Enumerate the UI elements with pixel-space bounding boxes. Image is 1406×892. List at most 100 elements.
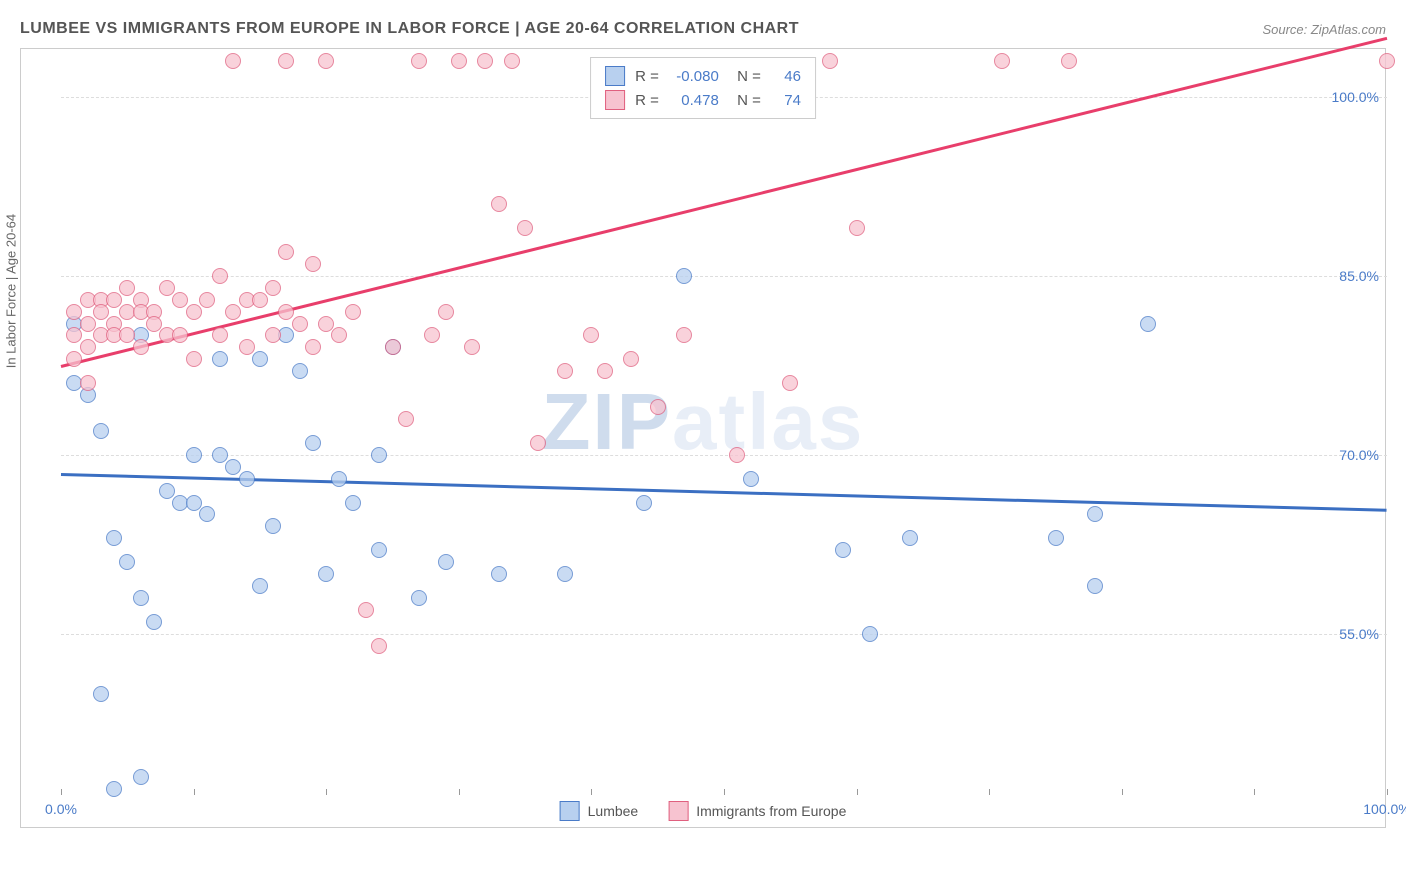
r-label: R = — [635, 68, 659, 85]
scatter-point — [331, 471, 347, 487]
x-tick-mark — [724, 789, 725, 795]
scatter-point — [597, 363, 613, 379]
scatter-point — [371, 638, 387, 654]
scatter-point — [80, 375, 96, 391]
bottom-legend: Lumbee Immigrants from Europe — [560, 801, 847, 821]
scatter-point — [676, 327, 692, 343]
scatter-point — [1061, 53, 1077, 69]
scatter-point — [212, 268, 228, 284]
scatter-point — [146, 614, 162, 630]
scatter-point — [265, 280, 281, 296]
x-tick-mark — [61, 789, 62, 795]
scatter-point — [477, 53, 493, 69]
scatter-point — [186, 304, 202, 320]
scatter-point — [862, 626, 878, 642]
x-tick-mark — [459, 789, 460, 795]
scatter-point — [172, 292, 188, 308]
scatter-point — [212, 447, 228, 463]
scatter-point — [225, 459, 241, 475]
scatter-point — [106, 781, 122, 797]
scatter-point — [66, 327, 82, 343]
scatter-point — [186, 495, 202, 511]
r-value: 0.478 — [669, 92, 719, 109]
scatter-point — [199, 292, 215, 308]
scatter-point — [822, 53, 838, 69]
scatter-point — [385, 339, 401, 355]
r-value: -0.080 — [669, 68, 719, 85]
plot-region: 55.0%70.0%85.0%100.0%0.0%100.0% — [61, 49, 1387, 789]
x-tick-mark — [1387, 789, 1388, 795]
scatter-point — [902, 530, 918, 546]
scatter-point — [239, 471, 255, 487]
scatter-point — [80, 316, 96, 332]
scatter-point — [212, 327, 228, 343]
scatter-point — [411, 590, 427, 606]
scatter-point — [80, 339, 96, 355]
scatter-point — [1087, 578, 1103, 594]
scatter-point — [252, 351, 268, 367]
scatter-point — [278, 53, 294, 69]
scatter-point — [676, 268, 692, 284]
scatter-point — [292, 363, 308, 379]
scatter-point — [278, 304, 294, 320]
x-tick-mark — [194, 789, 195, 795]
scatter-point — [305, 435, 321, 451]
scatter-point — [636, 495, 652, 511]
scatter-point — [212, 351, 228, 367]
scatter-point — [371, 542, 387, 558]
y-tick-label: 100.0% — [1332, 89, 1379, 105]
legend-swatch — [668, 801, 688, 821]
scatter-point — [1048, 530, 1064, 546]
scatter-point — [517, 220, 533, 236]
chart-area: ZIPatlas In Labor Force | Age 20-64 55.0… — [20, 48, 1386, 828]
x-tick-mark — [326, 789, 327, 795]
gridline — [61, 455, 1387, 456]
legend-swatch — [605, 90, 625, 110]
scatter-point — [358, 602, 374, 618]
x-tick-mark — [989, 789, 990, 795]
scatter-point — [159, 280, 175, 296]
r-label: R = — [635, 92, 659, 109]
scatter-point — [119, 280, 135, 296]
scatter-point — [318, 566, 334, 582]
scatter-point — [782, 375, 798, 391]
scatter-point — [424, 327, 440, 343]
scatter-point — [93, 423, 109, 439]
scatter-point — [464, 339, 480, 355]
scatter-point — [186, 447, 202, 463]
stats-row: R = -0.080 N = 46 — [605, 64, 801, 88]
n-value: 46 — [771, 68, 801, 85]
scatter-point — [119, 327, 135, 343]
scatter-point — [66, 304, 82, 320]
x-tick-label: 100.0% — [1363, 801, 1406, 817]
scatter-point — [146, 316, 162, 332]
scatter-point — [743, 471, 759, 487]
scatter-point — [438, 304, 454, 320]
legend-swatch — [560, 801, 580, 821]
x-tick-mark — [857, 789, 858, 795]
scatter-point — [994, 53, 1010, 69]
scatter-point — [93, 304, 109, 320]
scatter-point — [199, 506, 215, 522]
n-label: N = — [729, 92, 761, 109]
scatter-point — [345, 495, 361, 511]
scatter-point — [318, 316, 334, 332]
scatter-point — [331, 327, 347, 343]
scatter-point — [292, 316, 308, 332]
scatter-point — [729, 447, 745, 463]
scatter-point — [252, 578, 268, 594]
legend-label: Lumbee — [588, 803, 639, 819]
legend-item: Immigrants from Europe — [668, 801, 846, 821]
scatter-point — [557, 566, 573, 582]
scatter-point — [133, 339, 149, 355]
scatter-point — [305, 339, 321, 355]
scatter-point — [623, 351, 639, 367]
n-label: N = — [729, 68, 761, 85]
gridline — [61, 276, 1387, 277]
scatter-point — [133, 590, 149, 606]
scatter-point — [159, 483, 175, 499]
scatter-point — [398, 411, 414, 427]
scatter-point — [66, 351, 82, 367]
scatter-point — [849, 220, 865, 236]
x-tick-label: 0.0% — [45, 801, 77, 817]
